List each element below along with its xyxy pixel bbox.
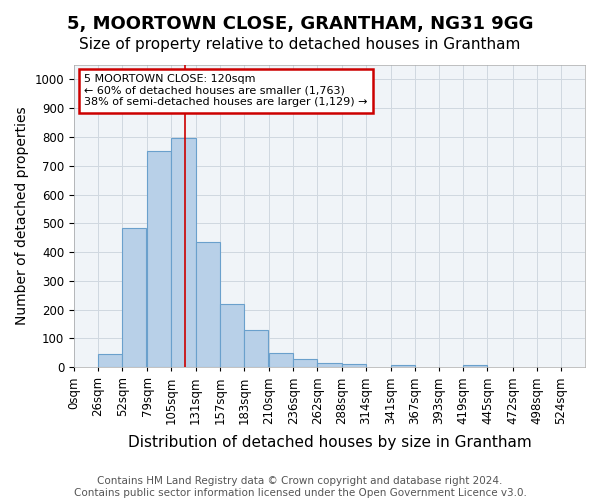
Bar bbox=[341, 364, 365, 367]
Y-axis label: Number of detached properties: Number of detached properties bbox=[15, 107, 29, 326]
Bar bbox=[98, 354, 122, 367]
Bar bbox=[148, 152, 172, 367]
Bar bbox=[391, 365, 415, 367]
Text: Size of property relative to detached houses in Grantham: Size of property relative to detached ho… bbox=[79, 38, 521, 52]
Bar bbox=[220, 304, 244, 367]
X-axis label: Distribution of detached houses by size in Grantham: Distribution of detached houses by size … bbox=[128, 435, 532, 450]
Bar bbox=[269, 353, 293, 367]
Bar bbox=[122, 228, 146, 367]
Bar bbox=[196, 242, 220, 367]
Text: 5 MOORTOWN CLOSE: 120sqm
← 60% of detached houses are smaller (1,763)
38% of sem: 5 MOORTOWN CLOSE: 120sqm ← 60% of detach… bbox=[84, 74, 368, 108]
Bar bbox=[463, 365, 487, 367]
Text: 5, MOORTOWN CLOSE, GRANTHAM, NG31 9GG: 5, MOORTOWN CLOSE, GRANTHAM, NG31 9GG bbox=[67, 15, 533, 33]
Text: Contains HM Land Registry data © Crown copyright and database right 2024.
Contai: Contains HM Land Registry data © Crown c… bbox=[74, 476, 526, 498]
Bar bbox=[244, 330, 268, 367]
Bar bbox=[172, 138, 196, 367]
Bar bbox=[293, 359, 317, 367]
Bar bbox=[317, 363, 341, 367]
